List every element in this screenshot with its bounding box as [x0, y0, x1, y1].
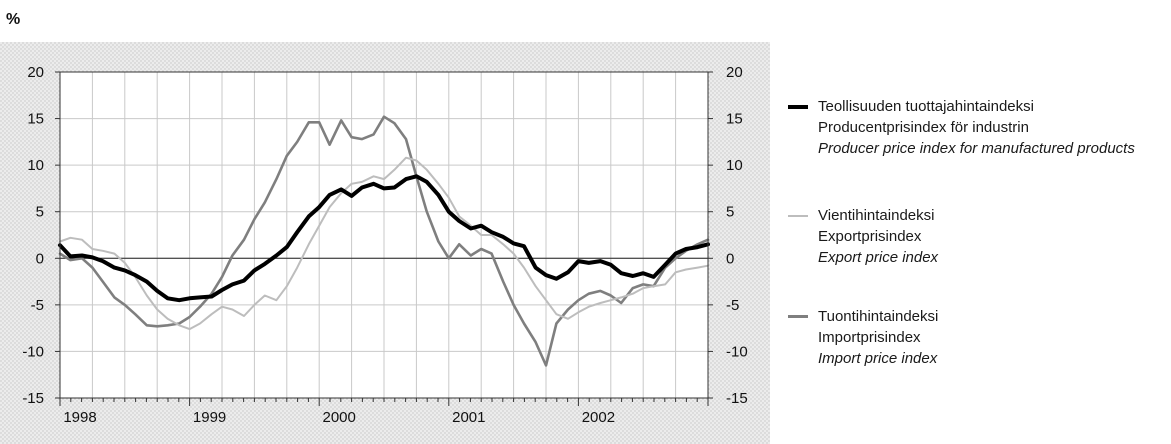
legend-label-sv: Importprisindex	[818, 329, 921, 346]
y-tick-label-left: -10	[22, 343, 44, 360]
legend-label-en: Export price index	[818, 249, 939, 266]
x-tick-label: 2002	[582, 409, 615, 426]
legend-swatch-producer	[788, 105, 808, 109]
legend-swatch-import	[788, 315, 808, 318]
legend-label-fi: Vientihintaindeksi	[818, 207, 935, 224]
y-tick-label-left: 5	[36, 204, 44, 221]
y-tick-label-left: 20	[27, 64, 44, 81]
y-tick-label-left: 0	[36, 250, 44, 267]
y-tick-label-right: 20	[726, 64, 743, 81]
legend-label-en: Import price index	[818, 350, 938, 367]
grid-lines	[60, 72, 708, 398]
legend-item-import: Tuontihintaindeksi Importprisindex Impor…	[788, 306, 938, 369]
x-tick-label: 1998	[63, 409, 96, 426]
x-tick-label: 2001	[452, 409, 485, 426]
series-line-export	[59, 156, 709, 331]
legend-label-sv: Exportprisindex	[818, 228, 922, 245]
series-line-producer	[58, 174, 710, 303]
legend-item-export: Vientihintaindeksi Exportprisindex Expor…	[788, 205, 938, 268]
legend-label-sv: Producentprisindex för industrin	[818, 119, 1029, 136]
y-tick-label-left: -15	[22, 390, 44, 407]
y-tick-label-right: -15	[726, 390, 748, 407]
y-tick-label-right: 5	[726, 204, 734, 221]
y-tick-label-right: 10	[726, 157, 743, 174]
y-unit-label: %	[6, 11, 20, 28]
x-tick-label: 1999	[193, 409, 226, 426]
legend-label-fi: Teollisuuden tuottajahintaindeksi	[818, 98, 1034, 115]
legend-swatch-export	[788, 215, 808, 217]
legend-item-producer: Teollisuuden tuottajahintaindeksi Produc…	[788, 96, 1135, 159]
legend-label-fi: Tuontihintaindeksi	[818, 308, 939, 325]
y-tick-label-right: -5	[726, 297, 739, 314]
y-tick-label-left: 15	[27, 111, 44, 128]
x-tick-label: 2000	[323, 409, 356, 426]
y-tick-label-right: 15	[726, 111, 743, 128]
legend-label-en: Producer price index for manufactured pr…	[818, 140, 1135, 157]
axes-group: 20 20 15 15 10 10 5 5 0 0 -5 -5 -10 -10 -15 -15 1998 1999…	[22, 64, 747, 426]
series-line-import	[58, 115, 710, 367]
y-tick-label-left: 10	[27, 157, 44, 174]
y-tick-label-right: -10	[726, 343, 748, 360]
y-tick-label-right: 0	[726, 250, 734, 267]
series-group	[58, 115, 710, 367]
y-tick-label-left: -5	[31, 297, 44, 314]
